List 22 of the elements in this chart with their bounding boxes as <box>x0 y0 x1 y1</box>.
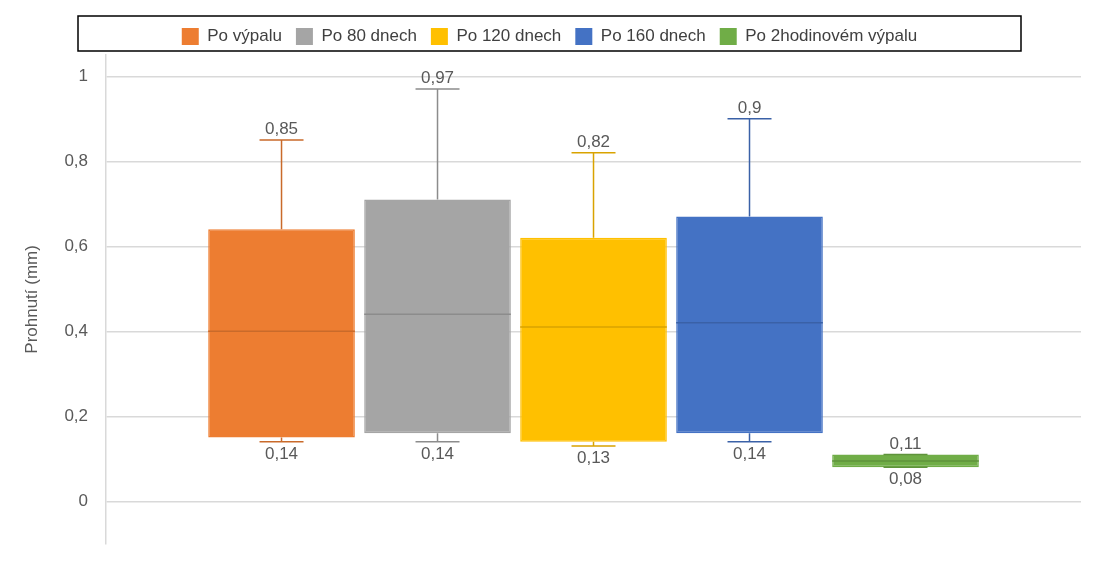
legend-label: Po 160 dnech <box>600 26 706 46</box>
annotation: 0,14 <box>264 443 299 463</box>
y-tick-label: 0 <box>78 490 89 510</box>
annotation: 0,14 <box>420 443 455 463</box>
y-tick-label: 1 <box>78 65 89 85</box>
legend-label: Po 2hodinovém výpalu <box>745 26 918 46</box>
y-tick-label: 0,2 <box>64 405 89 425</box>
legend-label: Po výpalu <box>207 26 282 46</box>
y-axis-title: Prohnutí (mm) <box>21 245 41 354</box>
annotation: 0,08 <box>888 469 923 489</box>
y-tick-label: 0,8 <box>64 150 89 170</box>
legend-label: Po 80 dnech <box>321 26 417 46</box>
annotation: 0,11 <box>889 433 922 453</box>
y-tick-label: 0,6 <box>64 235 89 255</box>
annotation: 0,14 <box>732 443 767 463</box>
annotation: 0,97 <box>420 68 455 88</box>
annotation: 0,82 <box>576 131 611 151</box>
annotation: 0,13 <box>576 448 611 468</box>
y-tick-label: 0,4 <box>64 320 89 340</box>
legend-label: Po 120 dnech <box>456 26 562 46</box>
annotation: 0,85 <box>264 119 299 139</box>
annotation: 0,9 <box>737 97 762 117</box>
